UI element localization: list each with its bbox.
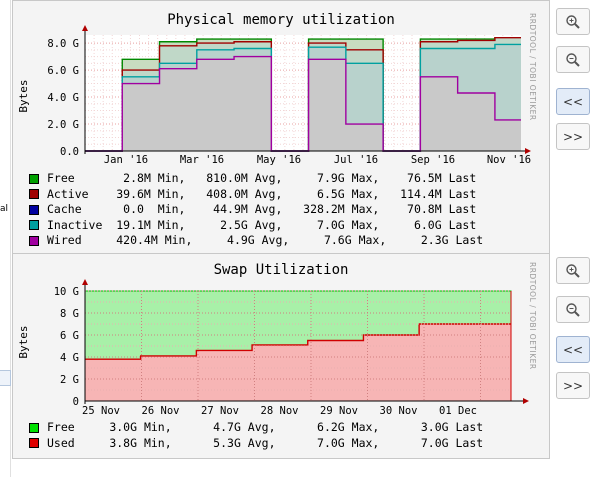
legend-swatch [29,235,39,246]
zoom-in-icon [566,14,580,29]
x-tick-label: 29 Nov [320,405,358,417]
legend-row: Active 39.6M Min, 408.0M Avg, 6.5G Max, … [29,187,483,203]
plot-area: 8.0 G 6.0 G 4.0 G 2.0 G 0.0 Jan '16 Mar '16 May… [47,25,531,166]
series-line-wired [85,55,521,152]
area-wired [85,56,521,152]
zoom-out-icon [566,52,580,67]
legend-swatch [29,189,39,200]
legend-swatch [29,438,39,449]
memory-graph-panel: Physical memory utilization RRDTOOL / TO… [12,0,550,254]
area-used [85,324,511,401]
swap-zoom-in-button[interactable] [556,257,590,284]
left-edge-fragment: al [0,204,9,214]
legend-swatch [29,422,39,433]
swap-zoom-out-button[interactable] [556,296,590,323]
y-axis-arrow [82,25,88,31]
rrdtool-credit: RRDTOOL / TOBI OETIKER [528,262,537,370]
swap-graph-panel: Swap Utilization RRDTOOL / TOBI OETIKER … [12,253,550,459]
swap-legend: Free 3.0G Min, 4.7G Avg, 6.2G Max, 3.0G … [29,420,483,451]
memory-back-button[interactable]: << [556,88,590,115]
zoom-out-icon [566,302,580,317]
legend-stats: 39.6M Min, 408.0M Avg, 6.5G Max, 114.4M … [88,186,477,201]
rrdtool-credit: RRDTOOL / TOBI OETIKER [528,13,537,121]
memory-graph: Physical memory utilization RRDTOOL / TO… [17,12,537,166]
swap-graph: Swap Utilization RRDTOOL / TOBI OETIKER … [17,262,537,417]
y-tick-label: 4.0 G [47,92,79,104]
y-tick-label: 2.0 G [47,119,79,131]
memory-legend: Free 2.8M Min, 810.0M Avg, 7.9G Max, 76.… [29,171,483,249]
swap-back-button[interactable]: << [556,336,590,363]
legend-series-name: Active [47,186,89,201]
y-tick-label: 6.0 G [47,65,79,77]
legend-stats: 2.8M Min, 810.0M Avg, 7.9G Max, 76.5M La… [74,171,477,185]
legend-stats: 19.1M Min, 2.5G Avg, 7.0G Max, 6.0G Last [102,217,477,232]
legend-series-name: Free [47,171,75,185]
legend-swatch [29,173,39,184]
legend-stats: 3.8G Min, 5.3G Avg, 7.0G Max, 7.0G Last [74,435,484,450]
x-tick-label: 27 Nov [201,405,239,417]
x-tick-label: 26 Nov [142,405,180,417]
legend-series-name: Cache [47,202,82,216]
legend-row: Free 2.8M Min, 810.0M Avg, 7.9G Max, 76.… [29,171,483,187]
legend-stats: 0.0 Min, 44.9M Avg, 328.2M Max, 70.8M La… [81,202,477,216]
swap-forward-button[interactable]: >> [556,372,590,399]
x-axis-arrow [525,148,531,154]
x-axis-arrow [523,398,529,404]
y-tick-label: 0.0 [60,146,79,158]
y-axis-label: Bytes [17,79,30,112]
zoom-in-icon [566,263,580,278]
legend-row: Wired 420.4M Min, 4.9G Avg, 7.6G Max, 2.… [29,233,483,249]
legend-swatch [29,220,39,231]
x-tick-label: Jan '16 [104,154,148,166]
x-tick-label: 30 Nov [380,405,418,417]
memory-forward-button[interactable]: >> [556,123,590,150]
chart-title: Physical memory utilization [167,12,395,28]
y-axis-label: Bytes [17,325,30,358]
legend-series-name: Free [47,420,75,434]
y-tick-label: 0 [73,396,79,408]
y-tick-label: 6 G [60,330,79,342]
x-tick-label: 25 Nov [82,405,120,417]
chart-title: Swap Utilization [214,262,349,278]
series-line-used [85,323,511,360]
y-tick-label: 8 G [60,308,79,320]
left-edge-tab[interactable] [0,370,11,386]
x-tick-label: 01 Dec [439,405,477,417]
y-tick-label: 2 G [60,374,79,386]
legend-row: Free 3.0G Min, 4.7G Avg, 6.2G Max, 3.0G … [29,420,483,436]
x-tick-label: Jul '16 [334,154,378,166]
legend-stats: 420.4M Min, 4.9G Avg, 7.6G Max, 2.3G Las… [81,233,484,247]
y-tick-label: 8.0 G [47,38,79,50]
y-axis-arrow [82,279,88,285]
legend-stats: 3.0G Min, 4.7G Avg, 6.2G Max, 3.0G Last [74,420,484,434]
legend-row: Inactive 19.1M Min, 2.5G Avg, 7.0G Max, … [29,218,483,234]
memory-zoom-in-button[interactable] [556,8,590,35]
x-tick-label: Nov '16 [487,154,531,166]
legend-row: Cache 0.0 Min, 44.9M Avg, 328.2M Max, 70… [29,202,483,218]
memory-zoom-out-button[interactable] [556,46,590,73]
left-edge-strip [0,0,11,477]
legend-series-name: Used [47,435,75,450]
legend-series-name: Inactive [47,217,103,232]
y-tick-label: 10 G [54,286,79,298]
legend-row: Used 3.8G Min, 5.3G Avg, 7.0G Max, 7.0G … [29,436,483,452]
legend-series-name: Wired [47,233,82,247]
x-tick-label: 28 Nov [261,405,299,417]
legend-swatch [29,204,39,215]
x-tick-label: Mar '16 [180,154,224,166]
y-tick-label: 4 G [60,352,79,364]
plot-area: 10 G 8 G 6 G 4 G 2 G 025 Nov 26 Nov 27 Nov 28 No… [54,279,529,417]
x-tick-label: Sep '16 [411,154,455,166]
x-tick-label: May '16 [257,154,301,166]
